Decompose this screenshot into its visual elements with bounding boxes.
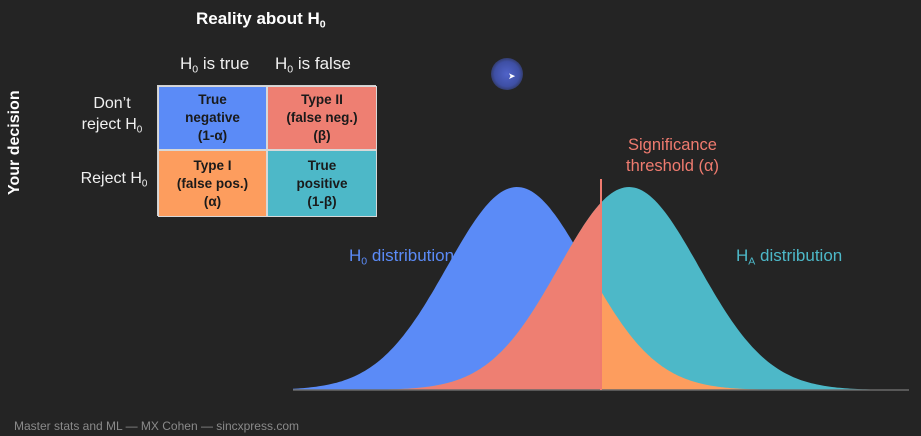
type-i-alpha-region: [601, 291, 909, 390]
row-header-reject: Reject H0: [80, 170, 148, 190]
cell-type-ii-error: Type II (false neg.) (β): [267, 86, 377, 150]
mouse-pointer-icon: ➤: [508, 71, 516, 81]
footer-credit: Master stats and ML — MX Cohen — sincxpr…: [14, 419, 299, 433]
h0-distribution-area: [293, 187, 909, 390]
ha-distribution-label: HA distribution: [736, 246, 843, 268]
reality-title: Reality about H0: [196, 9, 326, 31]
type-ii-beta-region: [293, 202, 601, 390]
cell-type-i-error: Type I (false pos.) (α): [158, 150, 267, 217]
h0-distribution-label: H0 distribution: [349, 246, 455, 268]
column-header-h0-false: H0 is false: [275, 54, 351, 76]
significance-threshold-label: Significance threshold (α): [626, 136, 719, 175]
cell-true-negative: True negative (1-α): [158, 86, 267, 150]
column-header-h0-true: H0 is true: [180, 54, 250, 76]
row-header-dont-reject: Don’t reject H0: [81, 95, 143, 136]
cell-true-positive: True positive (1-β): [267, 150, 377, 217]
decision-matrix: True negative (1-α) Type II (false neg.)…: [157, 85, 377, 217]
cursor-highlight: [491, 58, 523, 90]
